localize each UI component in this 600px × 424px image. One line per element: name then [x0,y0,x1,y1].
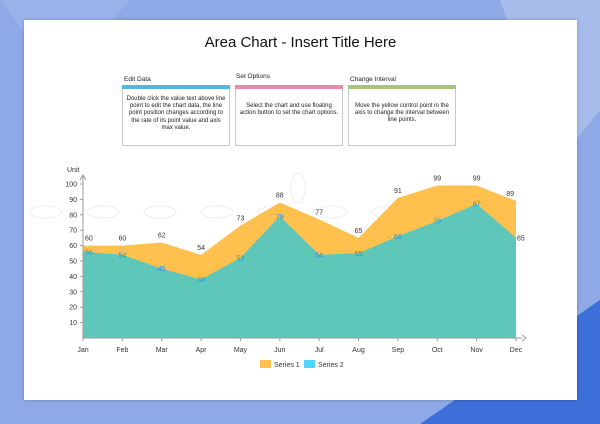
x-tick-label: Jan [77,347,88,354]
series-1-data-label: 99 [473,176,481,183]
y-tick-label: 100 [65,182,77,189]
change-interval-card-bar [348,85,456,89]
series-2-data-label: 45 [158,266,166,273]
y-tick-label: 60 [69,243,77,250]
x-tick-label: Jul [315,347,324,354]
overlap-area [83,204,516,338]
series-2-data-label: 66 [394,234,402,241]
series-1-data-label: 77 [315,209,323,216]
series-2-data-label: 55 [355,251,363,258]
series-1-data-label: 89 [506,191,514,198]
set-options-heading: Set Options [236,73,270,80]
series-1-data-label: 65 [355,228,363,235]
control-handle [86,205,120,219]
chart-title: Area Chart - Insert Title Here [204,34,397,51]
series-1-data-label: 91 [394,188,402,195]
x-tick-label: Nov [470,347,483,354]
set-options-card[interactable]: Select the chart and use floating action… [235,85,343,146]
x-tick-label: Dec [510,347,523,354]
x-tick-label: May [234,347,248,354]
y-tick-label: 10 [69,320,77,327]
x-tick-label: Mar [156,347,169,354]
y-axis-arrow-icon [79,174,87,181]
x-tick-label: Jun [274,347,285,354]
set-options-text: Select the chart and use floating action… [239,103,339,117]
y-tick-label: 40 [69,274,77,281]
control-handle [29,205,63,219]
series-1-data-label: 54 [197,245,205,252]
edit-data-text: Double click the value text above line p… [126,96,226,131]
edit-data-card[interactable]: Double click the value text above line p… [122,85,230,146]
series-1-data-label: 60 [85,236,93,243]
y-axis-label: Unit [67,167,80,174]
control-handle [290,172,306,204]
series-1-data-label: 73 [237,216,245,223]
y-tick-label: 90 [69,197,77,204]
change-interval-card[interactable]: Move the yellow control point in the axi… [348,85,456,146]
series-1-data-label: 99 [433,176,441,183]
y-tick-label: 30 [69,289,77,296]
legend-swatch-series-2 [304,360,315,368]
y-tick-label: 70 [69,228,77,235]
series-2-data-label: 76 [433,218,441,225]
y-tick-label: 50 [69,259,77,266]
area-chart[interactable]: 10 20 30 40 50 60 70 80 90 100 Unit Jan Feb Mar Apr May… [24,20,577,400]
series-2-data-label: 87 [473,202,481,209]
x-axis-arrow-icon [521,334,527,342]
y-tick-label: 20 [69,305,77,312]
x-tick-label: Oct [432,347,443,354]
control-handle [143,205,177,219]
series-1-data-label: 62 [158,233,166,240]
x-tick-label: Apr [196,347,208,354]
change-interval-heading: Change Interval [350,76,396,83]
x-tick-label: Sep [392,347,405,354]
legend-label-series-1: Series 1 [274,362,300,369]
chart-page: Area Chart - Insert Title Here Edit Data… [24,20,577,400]
x-tick-label: Aug [352,347,365,354]
series-2-data-label: 79 [276,214,284,221]
series-2-data-label: 56 [85,249,93,256]
control-handle [314,205,348,219]
series-2-data-label: 54 [118,252,126,259]
series-2-data-label: 38 [197,277,205,284]
series-2-data-label: 65 [517,235,525,242]
series-2-data-label: 54 [315,252,323,259]
y-tick-label: 80 [69,212,77,219]
control-handle [200,205,234,219]
series-1-data-label: 60 [118,236,126,243]
x-tick-label: Feb [116,347,128,354]
change-interval-text: Move the yellow control point in the axi… [354,103,450,124]
legend-label-series-2: Series 2 [318,362,344,369]
series-2-data-label: 52 [237,255,245,262]
set-options-card-bar [235,85,343,89]
edit-data-card-bar [122,85,230,89]
edit-data-heading: Edit Data [124,76,151,83]
series-1-data-label: 88 [276,192,284,199]
legend-swatch-series-1 [260,360,271,368]
